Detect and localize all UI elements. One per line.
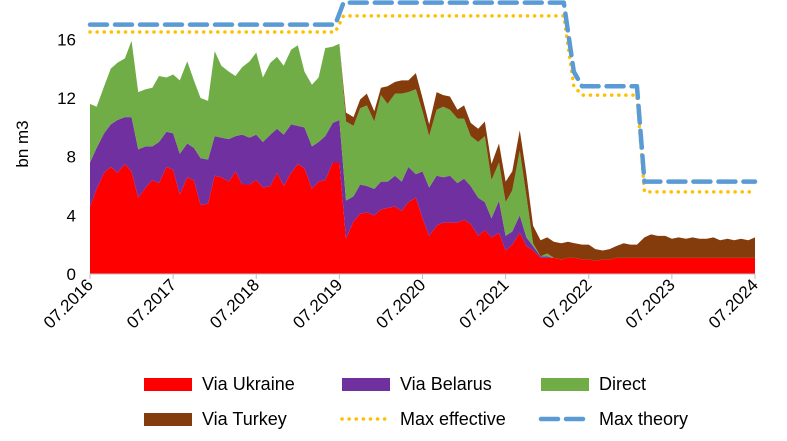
legend-swatch-via-belarus	[342, 378, 390, 391]
line-max-theory	[87, 0, 758, 184]
x-tick-label: 07.2017	[123, 275, 180, 332]
x-tick-label: 07.2024	[705, 275, 762, 332]
x-tick-label: 07.2019	[289, 275, 346, 332]
y-tick-label: 12	[57, 89, 76, 108]
legend-swatch-via-ukraine	[144, 378, 192, 391]
legend-swatch-direct	[541, 378, 589, 391]
legend-label-max-theory: Max theory	[599, 409, 688, 429]
legend: Via Ukraine Via Belarus Direct Via Turkey Ma…	[144, 374, 688, 429]
x-tick-label: 07.2023	[622, 275, 679, 332]
y-tick-label: 0	[67, 265, 76, 284]
line-max-effective	[88, 14, 757, 194]
legend-swatch-via-turkey	[144, 413, 192, 426]
legend-label-via-turkey: Via Turkey	[202, 409, 287, 429]
x-tick-label: 07.2018	[206, 275, 263, 332]
x-tick-label: 07.2022	[539, 275, 596, 332]
area-via-ukraine	[90, 162, 755, 274]
area-direct	[90, 40, 755, 261]
legend-label-max-effective: Max effective	[400, 409, 506, 429]
stacked-areas	[90, 40, 755, 274]
y-tick-label: 4	[67, 206, 76, 225]
area-via-belarus	[90, 117, 755, 261]
y-axis-label: bn m3	[13, 120, 32, 167]
y-tick-label: 8	[67, 148, 76, 167]
x-tick-label: 07.2020	[372, 275, 429, 332]
legend-label-direct: Direct	[599, 374, 646, 394]
y-tick-label: 16	[57, 30, 76, 49]
legend-label-via-ukraine: Via Ukraine	[202, 374, 295, 394]
x-tick-label: 07.2021	[456, 275, 513, 332]
capacity-lines	[87, 0, 758, 194]
area-via-turkey	[90, 40, 755, 261]
legend-label-via-belarus: Via Belarus	[400, 374, 492, 394]
